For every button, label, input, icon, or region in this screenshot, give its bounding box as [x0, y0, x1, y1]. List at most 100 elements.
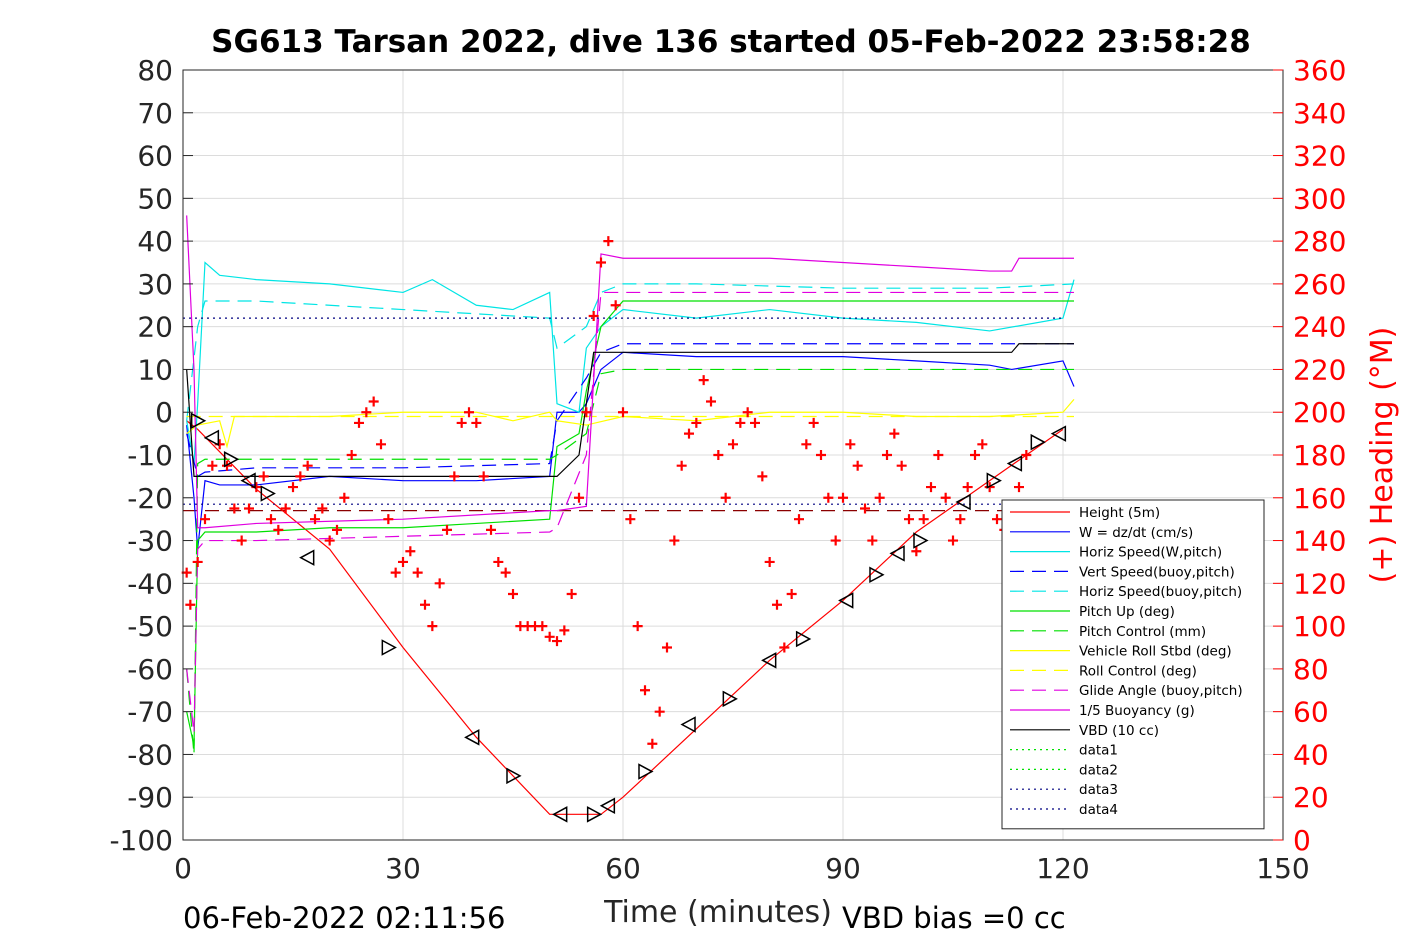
triangle-marker: [638, 763, 654, 780]
y2-tick-label: 220: [1293, 353, 1346, 386]
heading-point: [273, 524, 284, 535]
x-tick-label: 60: [605, 852, 641, 885]
y-tick-label: 20: [137, 311, 173, 344]
triangle-marker: [586, 806, 603, 823]
heading-point: [383, 514, 394, 525]
legend-entry: Roll Control (deg): [1079, 663, 1197, 679]
heading-point: [596, 257, 606, 268]
heading-point: [728, 439, 738, 450]
triangle-marker: [1050, 425, 1067, 442]
heading-point: [339, 492, 350, 503]
heading-point: [200, 514, 210, 525]
heading-point: [376, 439, 386, 450]
heading-point: [794, 514, 804, 525]
triangle-marker: [913, 532, 929, 549]
heading-point: [559, 625, 570, 636]
legend-entry: data4: [1079, 802, 1118, 818]
heading-point: [874, 492, 885, 503]
y2-tick-label: 360: [1293, 54, 1346, 87]
legend-entry: W = dz/dt (cm/s): [1079, 525, 1193, 541]
triangle-marker: [506, 767, 522, 785]
triangle-marker: [838, 592, 854, 609]
y2-tick-label: 40: [1293, 738, 1329, 771]
heading-point: [830, 535, 841, 546]
triangle-marker: [381, 639, 397, 656]
legend-entry: data2: [1079, 762, 1118, 778]
heading-point: [706, 396, 716, 407]
heading-point: [742, 407, 753, 418]
heading-point: [442, 524, 452, 535]
y2-tick-label: 20: [1293, 781, 1329, 814]
triangle-marker: [722, 690, 738, 708]
heading-point: [236, 535, 247, 546]
triangle-marker: [203, 429, 220, 447]
x-axis-ticks: 0 30 60 90 120 150: [174, 852, 1310, 885]
heading-point: [911, 546, 922, 557]
heading-point: [940, 492, 951, 503]
heading-point: [302, 460, 313, 471]
y2-tick-label: 300: [1293, 182, 1346, 215]
heading-point: [933, 450, 944, 460]
heading-point: [772, 599, 782, 610]
heading-point: [823, 492, 834, 503]
legend-entry: Horiz Speed(W,pitch): [1079, 545, 1222, 561]
legend-entry: Vert Speed(buoy,pitch): [1079, 564, 1235, 580]
series-line-3: [186, 343, 1074, 478]
legend-entry: Vehicle Roll Stbd (deg): [1079, 644, 1232, 660]
x-tick-label: 0: [174, 852, 192, 885]
heading-point: [192, 556, 203, 567]
heading-point: [456, 417, 467, 428]
series-line-11: [186, 343, 1074, 477]
series-line-0: [186, 420, 1064, 815]
heading-point: [1014, 482, 1024, 493]
y2-tick-label: 280: [1293, 225, 1346, 258]
heading-point: [669, 535, 680, 546]
heading-point: [324, 535, 335, 546]
triangle-marker: [986, 472, 1002, 489]
heading-point: [882, 450, 892, 460]
heading-point: [574, 492, 584, 503]
heading-point: [588, 310, 599, 321]
triangle-marker: [955, 493, 971, 511]
heading-point: [618, 407, 628, 418]
heading-point: [970, 450, 980, 460]
legend-box: [1001, 499, 1265, 830]
y2-tick-label: 80: [1293, 653, 1329, 686]
heading-point: [816, 450, 826, 460]
plot-area: [182, 215, 1075, 823]
triangle-marker: [869, 566, 885, 584]
y2-tick-label: 340: [1293, 97, 1346, 130]
heading-point: [405, 546, 416, 557]
triangle-marker: [680, 716, 696, 733]
heading-point: [317, 503, 328, 514]
legend-entry: 1/5 Buoyancy (g): [1079, 703, 1195, 719]
heading-point: [449, 471, 460, 482]
legend-entry: Height (5m): [1079, 505, 1160, 521]
y2-axis-ticks: 3603403203002802602402202001801601401201…: [1273, 54, 1346, 857]
y2-tick-label: 60: [1293, 696, 1329, 729]
heading-point: [544, 631, 555, 642]
y2-tick-label: 120: [1293, 567, 1346, 600]
heading-point: [464, 407, 474, 418]
heading-point: [1021, 450, 1032, 460]
series-line-7: [186, 398, 1075, 449]
y-tick-label: 50: [137, 182, 173, 215]
heading-point: [720, 492, 731, 503]
heading-point: [852, 460, 863, 471]
series-line-10: [186, 215, 1074, 529]
y2-tick-label: 140: [1293, 525, 1346, 558]
triangle-marker: [1006, 455, 1023, 472]
heading-point: [896, 460, 907, 471]
y-tick-label: 30: [137, 268, 173, 301]
y-tick-label: -50: [127, 610, 173, 643]
y2-tick-label: 100: [1293, 610, 1346, 643]
y2-tick-label: 160: [1293, 482, 1346, 515]
heading-point: [295, 471, 306, 482]
heading-point: [508, 589, 518, 600]
y-tick-label: -80: [127, 738, 173, 771]
y-tick-label: -60: [127, 653, 173, 686]
heading-point: [750, 417, 760, 428]
y-tick-label: 40: [137, 225, 173, 258]
series-line-2: [186, 261, 1075, 464]
heading-point: [610, 300, 621, 311]
